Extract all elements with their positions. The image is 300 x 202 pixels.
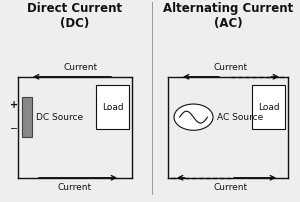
Circle shape: [174, 104, 213, 130]
Text: Current: Current: [214, 183, 248, 192]
Text: DC Source: DC Source: [36, 113, 83, 122]
Text: Current: Current: [64, 63, 98, 72]
Bar: [96, 85, 129, 129]
Text: −: −: [10, 124, 18, 134]
Text: Direct Current
(DC): Direct Current (DC): [27, 2, 123, 30]
Text: Alternating Current
(AC): Alternating Current (AC): [163, 2, 293, 30]
Text: +: +: [10, 100, 18, 110]
Bar: [252, 85, 285, 129]
Bar: [22, 97, 32, 137]
Text: Load: Load: [102, 103, 123, 112]
Text: Current: Current: [214, 63, 248, 72]
Text: AC Source: AC Source: [217, 113, 263, 122]
Text: Current: Current: [58, 183, 92, 192]
Text: Load: Load: [258, 103, 279, 112]
